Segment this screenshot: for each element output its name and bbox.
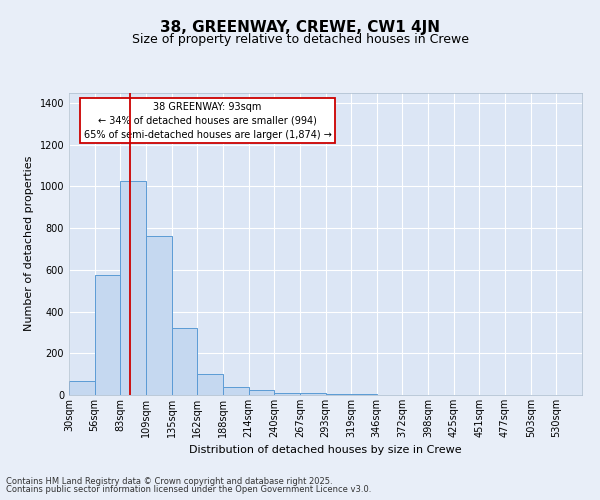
Y-axis label: Number of detached properties: Number of detached properties: [24, 156, 34, 332]
Bar: [121, 181, 146, 395]
Text: Contains HM Land Registry data © Crown copyright and database right 2025.: Contains HM Land Registry data © Crown c…: [6, 476, 332, 486]
Bar: [69, 382, 95, 395]
Bar: [274, 393, 300, 395]
Bar: [300, 394, 325, 395]
X-axis label: Distribution of detached houses by size in Crewe: Distribution of detached houses by size …: [189, 446, 462, 456]
Bar: [146, 236, 172, 395]
Text: 38 GREENWAY: 93sqm
← 34% of detached houses are smaller (994)
65% of semi-detach: 38 GREENWAY: 93sqm ← 34% of detached hou…: [83, 102, 331, 140]
Bar: [351, 394, 377, 395]
Bar: [325, 394, 351, 395]
Bar: [95, 275, 121, 395]
Bar: [248, 390, 274, 395]
Bar: [223, 386, 248, 395]
Bar: [172, 328, 197, 395]
Text: Contains public sector information licensed under the Open Government Licence v3: Contains public sector information licen…: [6, 486, 371, 494]
Text: 38, GREENWAY, CREWE, CW1 4JN: 38, GREENWAY, CREWE, CW1 4JN: [160, 20, 440, 35]
Bar: [197, 374, 223, 395]
Text: Size of property relative to detached houses in Crewe: Size of property relative to detached ho…: [131, 34, 469, 46]
